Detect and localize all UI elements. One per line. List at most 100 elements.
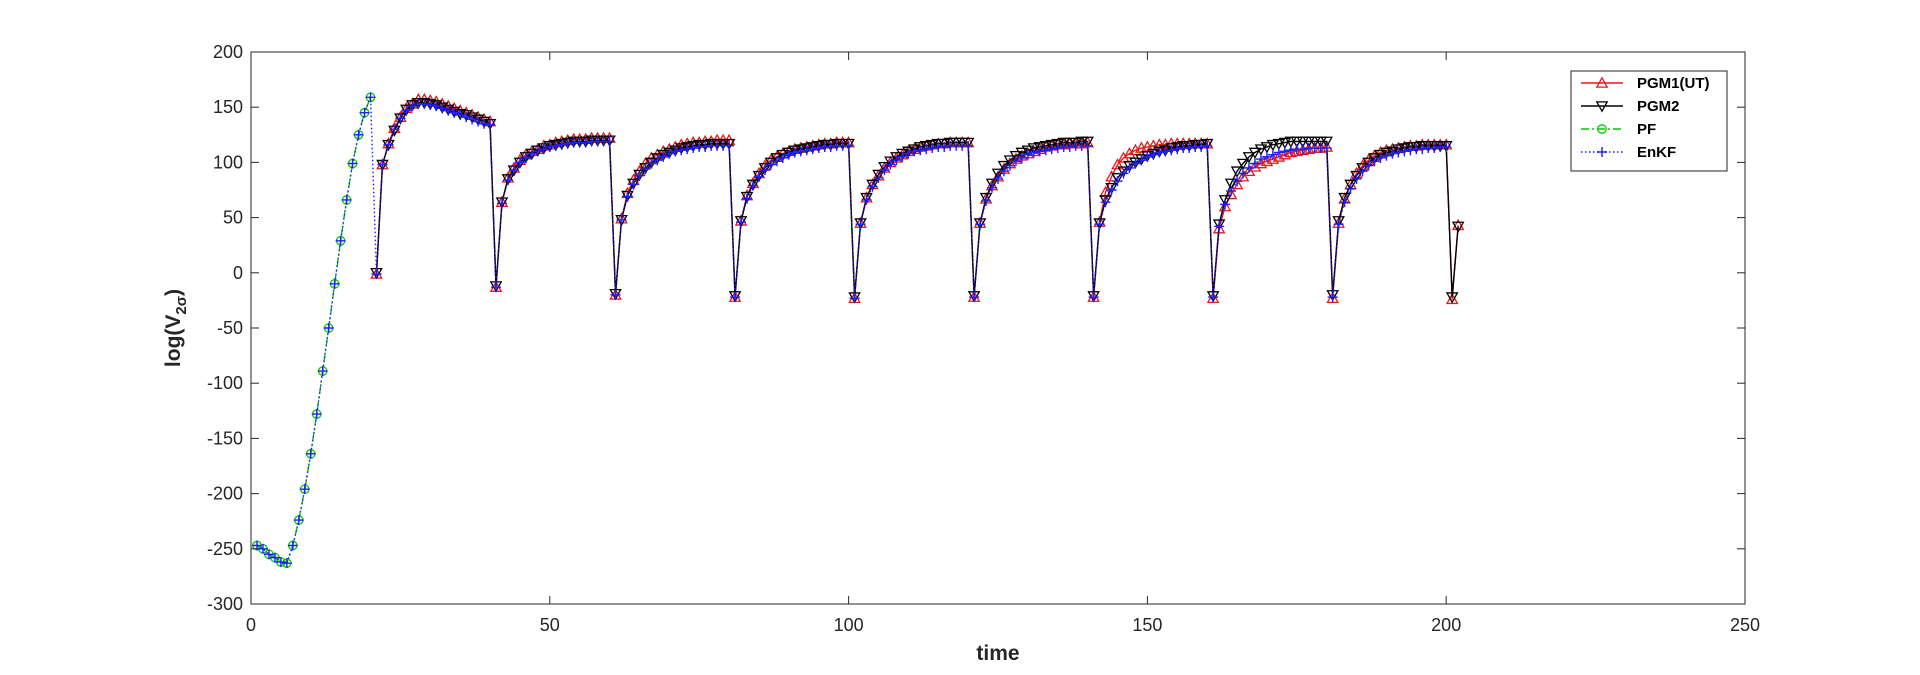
data-point-marker <box>1212 219 1226 231</box>
data-point-marker <box>801 145 812 156</box>
data-point-marker <box>1273 147 1284 158</box>
data-point-marker <box>927 143 938 154</box>
data-point-marker <box>1279 146 1290 157</box>
data-point-marker <box>634 170 645 181</box>
data-point-marker <box>1196 141 1207 152</box>
data-point-marker <box>622 191 633 202</box>
data-point-marker <box>688 143 699 154</box>
data-point-marker <box>395 113 406 124</box>
data-point-marker <box>1421 141 1435 153</box>
data-point-marker <box>692 139 706 152</box>
data-point-marker <box>479 118 490 129</box>
data-point-marker <box>335 235 346 246</box>
data-point-marker <box>1314 136 1328 148</box>
data-point-marker <box>1399 146 1410 157</box>
data-point-marker <box>740 191 754 204</box>
data-point-marker <box>1040 145 1051 156</box>
data-point-marker <box>467 114 478 125</box>
data-point-marker <box>1261 151 1272 162</box>
data-point-marker <box>1123 160 1136 173</box>
data-point-marker <box>1051 138 1065 151</box>
data-point-marker <box>1392 144 1405 156</box>
data-point-marker <box>1260 142 1274 154</box>
data-point-marker <box>1445 292 1459 304</box>
data-point-marker <box>1226 186 1237 197</box>
data-point-marker <box>1208 292 1219 303</box>
labels-layer: time log(V2σ) <box>162 289 1020 665</box>
legend-item: PGM1(UT) <box>1581 75 1710 92</box>
data-point-marker <box>1320 136 1333 148</box>
data-point-marker <box>604 136 615 147</box>
data-point-marker <box>981 196 992 207</box>
data-point-marker <box>842 138 855 151</box>
data-point-marker <box>1242 152 1256 164</box>
data-point-marker <box>1154 147 1165 158</box>
data-point-marker <box>682 144 693 155</box>
data-point-marker <box>1243 162 1254 173</box>
data-point-marker <box>1082 140 1093 151</box>
data-point-marker <box>640 164 651 175</box>
data-point-marker <box>885 159 896 170</box>
data-point-marker <box>1321 143 1332 154</box>
data-point-marker <box>1202 140 1213 151</box>
data-point-marker <box>1238 168 1249 179</box>
data-point-marker <box>1333 219 1344 230</box>
y-axis-label: log(V2σ) <box>162 289 190 367</box>
data-point-marker <box>704 138 718 151</box>
data-point-marker <box>807 144 818 155</box>
data-point-marker <box>1398 143 1411 155</box>
data-point-marker <box>1224 178 1238 190</box>
data-point-marker <box>263 549 274 560</box>
data-point-marker <box>891 155 902 166</box>
data-point-marker <box>383 139 394 150</box>
data-point-marker <box>830 138 843 151</box>
data-point-marker <box>1236 158 1250 171</box>
data-point-marker <box>1045 139 1059 152</box>
data-point-marker <box>915 145 926 156</box>
y-tick-label: -150 <box>207 428 243 448</box>
data-point-marker <box>1117 166 1130 178</box>
data-point-marker <box>963 140 974 151</box>
data-point-marker <box>347 158 358 169</box>
data-point-marker <box>610 289 621 300</box>
data-point-marker <box>943 137 957 150</box>
data-point-marker <box>1188 139 1202 152</box>
data-point-marker <box>909 146 920 157</box>
y-tick-label: 100 <box>213 152 243 172</box>
y-tick-label: -100 <box>207 373 243 393</box>
data-point-marker <box>544 141 555 152</box>
data-point-marker <box>813 143 824 154</box>
data-point-marker <box>949 137 963 150</box>
data-point-marker <box>789 147 800 158</box>
data-point-marker <box>925 139 939 152</box>
data-point-marker <box>742 193 753 204</box>
data-point-marker <box>855 219 866 230</box>
data-point-marker <box>652 155 663 166</box>
data-point-marker <box>747 180 758 191</box>
data-point-marker <box>795 146 806 157</box>
legend-item: PGM2 <box>1581 98 1680 115</box>
data-point-marker <box>921 144 932 155</box>
data-point-marker <box>670 146 681 157</box>
data-point-marker <box>1220 199 1231 210</box>
data-point-marker <box>1063 137 1077 150</box>
y-tick-label: 50 <box>223 208 243 228</box>
data-point-marker <box>1308 136 1322 148</box>
series-enkf <box>251 92 1452 569</box>
data-point-marker <box>616 214 627 225</box>
data-point-marker <box>1106 185 1117 195</box>
data-point-marker <box>526 148 537 159</box>
x-tick-label: 100 <box>834 615 864 635</box>
legend-label: PGM2 <box>1637 98 1680 115</box>
data-point-marker <box>764 157 778 169</box>
data-point-marker <box>818 139 832 152</box>
data-point-marker <box>299 484 310 495</box>
data-point-marker <box>759 165 770 176</box>
data-point-marker <box>1387 148 1398 159</box>
data-point-marker <box>287 540 298 551</box>
data-point-marker <box>1417 144 1428 155</box>
data-point-marker <box>753 171 764 182</box>
data-point-marker <box>987 182 998 193</box>
data-point-marker <box>1339 197 1350 208</box>
data-point-marker <box>722 138 736 151</box>
